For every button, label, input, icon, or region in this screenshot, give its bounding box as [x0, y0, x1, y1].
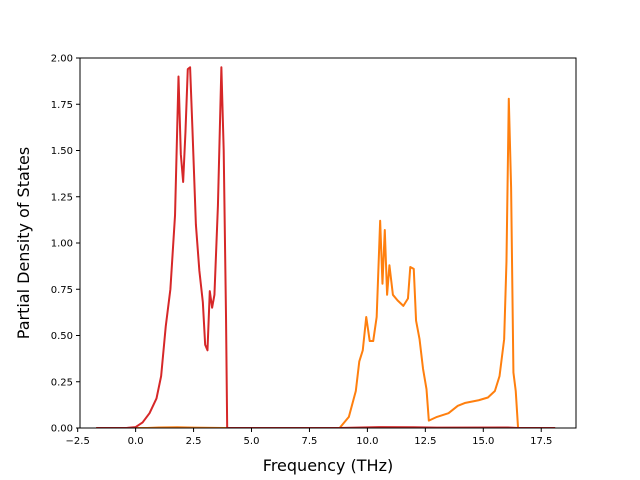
x-tick-label: 2.5 [186, 436, 202, 447]
y-axis: 0.00 0.25 0.50 0.75 1.00 1.25 1.50 1.75 2.00 [51, 54, 80, 435]
x-tick-label: 7.5 [302, 436, 318, 447]
x-axis: −2.5 0.0 2.5 5.0 7.5 10.0 12.5 15.0 17.5 [66, 428, 552, 447]
x-tick-label: 0.0 [128, 436, 144, 447]
x-tick-label: −2.5 [66, 436, 90, 447]
x-tick-label: 5.0 [244, 436, 260, 447]
y-tick-label: 1.25 [51, 192, 73, 203]
x-tick-label: 17.5 [530, 436, 552, 447]
y-tick-label: 0.00 [51, 424, 73, 435]
y-tick-label: 1.75 [51, 100, 73, 111]
x-axis-label: Frequency (THz) [263, 456, 393, 475]
y-axis-label: Partial Density of States [14, 147, 33, 339]
x-tick-label: 10.0 [356, 436, 378, 447]
y-tick-label: 2.00 [51, 54, 73, 65]
x-tick-label: 12.5 [414, 436, 436, 447]
y-tick-label: 0.25 [51, 377, 73, 388]
y-tick-label: 1.50 [51, 146, 73, 157]
x-tick-label: 15.0 [472, 436, 494, 447]
y-tick-label: 1.00 [51, 239, 73, 250]
y-tick-label: 0.50 [51, 331, 73, 342]
y-tick-label: 0.75 [51, 285, 73, 296]
series-line-1 [96, 97, 556, 428]
